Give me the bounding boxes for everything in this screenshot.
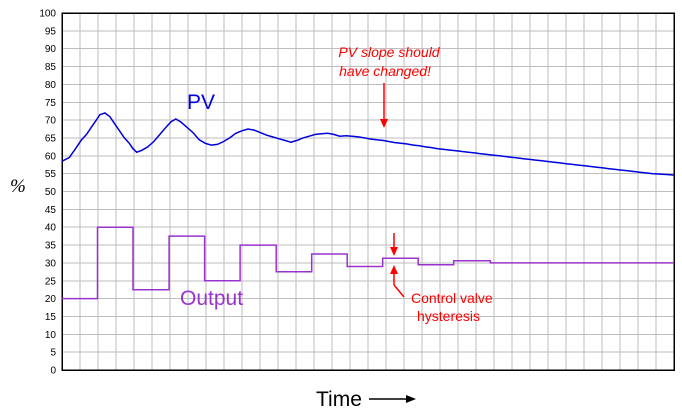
pv-slope-annotation-line-2: have changed! bbox=[339, 63, 431, 79]
y-tick-label: 20 bbox=[45, 294, 57, 305]
x-axis-title: Time bbox=[316, 388, 362, 411]
pv-series-label: PV bbox=[187, 91, 215, 114]
y-tick-label: 0 bbox=[50, 366, 56, 377]
pv-series-line bbox=[61, 112, 675, 176]
y-axis-title: % bbox=[10, 176, 26, 197]
output-series-label: Output bbox=[180, 287, 243, 310]
pv-slope-annotation-line-1: PV slope should bbox=[338, 44, 440, 60]
pv-slope-annotation: PV slope should have changed! bbox=[338, 44, 441, 128]
hysteresis-annotation: Control valve hysteresis bbox=[390, 233, 493, 324]
output-series-line bbox=[62, 226, 674, 300]
y-tick-label: 60 bbox=[45, 151, 57, 162]
y-tick-label: 25 bbox=[45, 276, 57, 287]
y-tick-label: 50 bbox=[45, 187, 57, 198]
plot-frame bbox=[61, 12, 675, 371]
y-tick-label: 65 bbox=[45, 133, 57, 144]
y-tick-label: 35 bbox=[45, 241, 57, 252]
y-tick-label: 45 bbox=[45, 205, 57, 216]
y-tick-label: 30 bbox=[45, 258, 57, 269]
hysteresis-annotation-line-2: hysteresis bbox=[417, 308, 480, 324]
y-tick-label: 95 bbox=[45, 26, 57, 37]
y-tick-label: 40 bbox=[45, 223, 57, 234]
y-tick-label: 10 bbox=[45, 330, 57, 341]
y-tick-label: 100 bbox=[39, 9, 56, 20]
y-tick-label: 70 bbox=[45, 116, 57, 127]
y-tick-label: 55 bbox=[45, 169, 57, 180]
hysteresis-annotation-line-1: Control valve bbox=[411, 290, 493, 306]
y-tick-label: 90 bbox=[45, 44, 57, 55]
y-tick-label: 5 bbox=[50, 348, 56, 359]
time-arrow bbox=[369, 395, 416, 403]
y-tick-label: 75 bbox=[45, 98, 57, 109]
y-tick-label: 80 bbox=[45, 80, 57, 91]
y-tick-label: 15 bbox=[45, 312, 57, 323]
y-tick-labels: 0 5 10 15 20 25 30 35 40 45 50 55 60 65 70 75 80 85 90 95 10… bbox=[39, 9, 56, 377]
y-tick-label: 85 bbox=[45, 62, 57, 73]
